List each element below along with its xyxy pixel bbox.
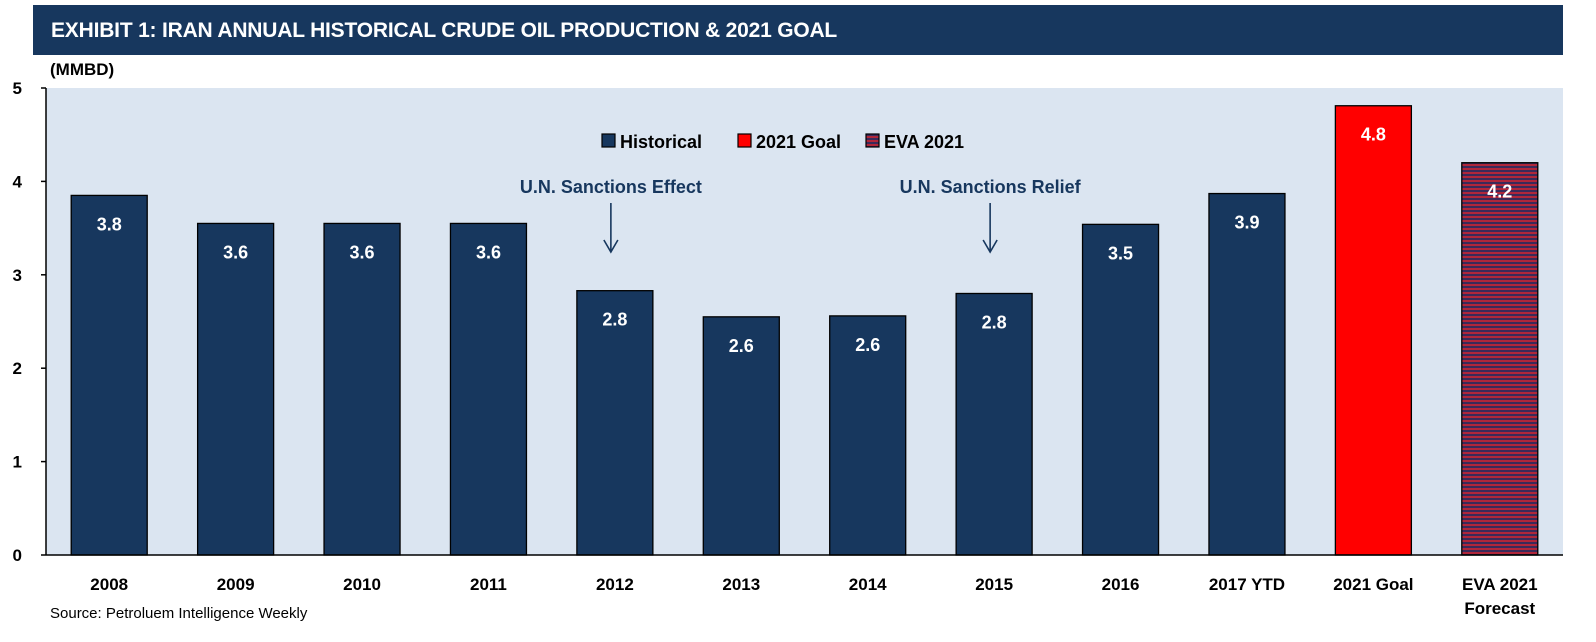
bar-2008 — [70, 194, 148, 556]
bar-2012 — [576, 290, 654, 556]
x-tick-label-2011: 2011 — [470, 575, 507, 594]
data-label-2016: 3.5 — [1108, 243, 1133, 263]
data-label-eva-2021-forecast: 4.2 — [1487, 182, 1512, 202]
units-label: (MMBD) — [50, 60, 115, 79]
legend-swatch-eva-2021 — [865, 133, 880, 148]
x-tick-label-2016: 2016 — [1102, 575, 1140, 594]
x-tick-label-eva-2021-forecast: EVA 2021 Forecast — [1462, 575, 1538, 618]
x-tick-label-2008: 2008 — [90, 575, 128, 594]
x-tick-label-2009: 2009 — [217, 575, 255, 594]
data-label-2017-ytd: 3.9 — [1234, 213, 1259, 233]
annotation-u-n-sanctions-relief: U.N. Sanctions Relief — [900, 177, 1082, 197]
bar-2017-ytd — [1208, 192, 1286, 556]
x-tick-label-2015: 2015 — [975, 575, 1013, 594]
legend-swatch-2021-goal — [737, 133, 752, 148]
data-label-2008: 3.8 — [97, 214, 122, 234]
y-tick-label: 3 — [13, 266, 22, 285]
legend-swatch-historical — [601, 133, 616, 148]
data-label-2015: 2.8 — [982, 312, 1007, 332]
data-label-2009: 3.6 — [223, 242, 248, 262]
data-label-2010: 3.6 — [350, 242, 375, 262]
y-tick-label: 2 — [13, 359, 22, 378]
y-tick-label: 1 — [13, 453, 22, 472]
data-label-2011: 3.6 — [476, 242, 501, 262]
data-label-2021-goal: 4.8 — [1361, 125, 1386, 145]
x-tick-label-2021-goal: 2021 Goal — [1333, 575, 1413, 594]
bar-2010 — [323, 222, 401, 556]
bar-eva-2021-forecast — [1461, 162, 1539, 556]
y-tick-label: 0 — [13, 546, 22, 565]
annotation-arrowhead — [603, 239, 619, 254]
x-tick-label-2014: 2014 — [849, 575, 887, 594]
x-tick-label-2012: 2012 — [596, 575, 634, 594]
x-tick-label-2013: 2013 — [722, 575, 760, 594]
bar-2016 — [1081, 223, 1160, 556]
source-note: Source: Petroluem Intelligence Weekly — [50, 605, 308, 622]
bar-2021-goal — [1334, 105, 1413, 556]
legend-label-historical: Historical — [620, 132, 702, 152]
chart-title: EXHIBIT 1: IRAN ANNUAL HISTORICAL CRUDE … — [51, 19, 838, 42]
x-tick-label-2010: 2010 — [343, 575, 381, 594]
data-label-2014: 2.6 — [855, 335, 880, 355]
y-tick-label: 5 — [13, 79, 22, 98]
x-tick-label-2017-ytd: 2017 YTD — [1209, 575, 1285, 594]
bar-2014 — [829, 315, 907, 556]
plot-area — [46, 88, 1563, 555]
legend-label-2021-goal: 2021 Goal — [756, 132, 841, 152]
y-tick-label: 4 — [13, 172, 23, 191]
annotation-arrowhead — [982, 239, 998, 254]
bar-2009 — [196, 222, 275, 556]
annotation-u-n-sanctions-effect: U.N. Sanctions Effect — [520, 177, 702, 197]
data-label-2012: 2.8 — [602, 310, 627, 330]
data-label-2013: 2.6 — [729, 336, 754, 356]
title-bar: EXHIBIT 1: IRAN ANNUAL HISTORICAL CRUDE … — [33, 5, 1563, 55]
bar-2015 — [955, 292, 1033, 556]
bar-2013 — [702, 316, 780, 556]
legend-label-eva-2021: EVA 2021 — [884, 132, 964, 152]
bar-2011 — [449, 222, 528, 556]
